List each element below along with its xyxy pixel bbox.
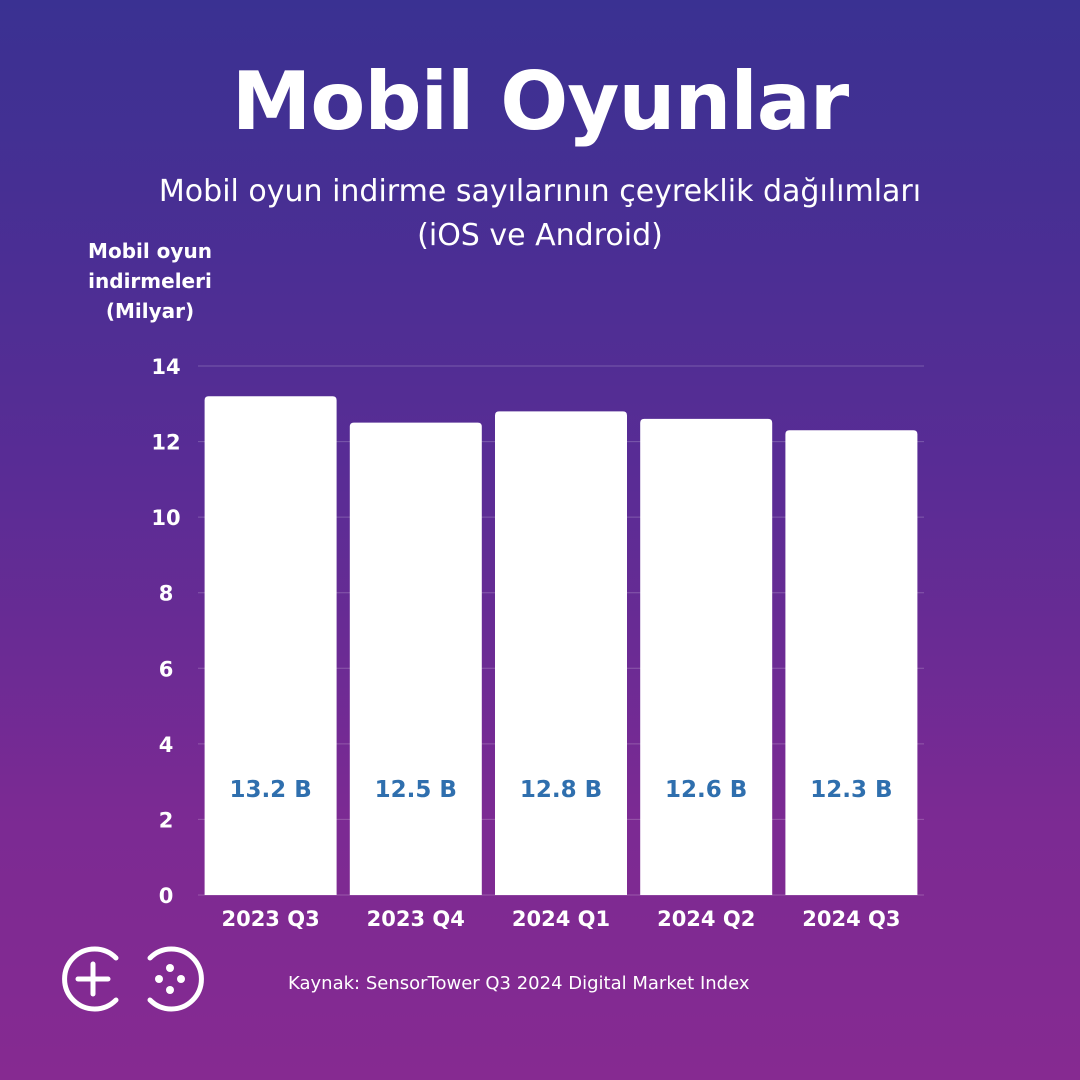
bar-value-label: 12.8 B xyxy=(520,777,602,803)
y-tick-label: 0 xyxy=(159,884,174,908)
bar xyxy=(640,418,773,895)
bar-value-label: 12.6 B xyxy=(665,777,747,803)
x-axis-labels: 2023 Q3 2023 Q4 2024 Q1 2024 Q2 2024 Q3 xyxy=(221,907,900,931)
y-axis-label-line: Mobil oyun xyxy=(88,239,212,263)
bar-value-label: 13.2 B xyxy=(229,777,311,803)
bar xyxy=(204,396,337,895)
x-tick-label: 2023 Q4 xyxy=(367,907,465,931)
bars: 13.2 B 12.5 B 12.8 B 12.6 B 12.3 B xyxy=(204,396,918,895)
source-note: Kaynak: SensorTower Q3 2024 Digital Mark… xyxy=(288,973,750,994)
y-axis-label-line: (Milyar) xyxy=(105,299,195,323)
y-axis-label: Mobil oyun indirmeleri (Milyar) xyxy=(70,236,230,326)
y-axis-ticks: 0 2 4 6 8 10 12 14 xyxy=(151,355,180,908)
gamepad-go-logo-icon xyxy=(62,946,204,1012)
page-title: Mobil Oyunlar xyxy=(231,55,849,148)
bar xyxy=(785,430,918,895)
bar xyxy=(495,411,627,895)
y-tick-label: 4 xyxy=(159,733,174,757)
y-tick-label: 10 xyxy=(151,506,180,530)
y-tick-label: 14 xyxy=(151,355,180,379)
x-tick-label: 2024 Q2 xyxy=(657,907,755,931)
subtitle-line-2: (iOS ve Android) xyxy=(417,218,663,253)
y-tick-label: 12 xyxy=(151,431,180,455)
bar-value-label: 12.5 B xyxy=(375,777,457,803)
chart-subtitle: Mobil oyun indirme sayılarının çeyreklik… xyxy=(0,170,1080,258)
bar-value-label: 12.3 B xyxy=(810,777,892,803)
y-tick-label: 8 xyxy=(159,582,174,606)
x-tick-label: 2024 Q1 xyxy=(512,907,610,931)
y-axis-label-line: indirmeleri xyxy=(88,269,212,293)
bar xyxy=(349,422,482,895)
x-tick-label: 2023 Q3 xyxy=(221,907,319,931)
x-tick-label: 2024 Q3 xyxy=(802,907,900,931)
subtitle-line-1: Mobil oyun indirme sayılarının çeyreklik… xyxy=(158,174,922,209)
y-tick-label: 2 xyxy=(159,808,174,832)
y-tick-label: 6 xyxy=(159,657,174,681)
